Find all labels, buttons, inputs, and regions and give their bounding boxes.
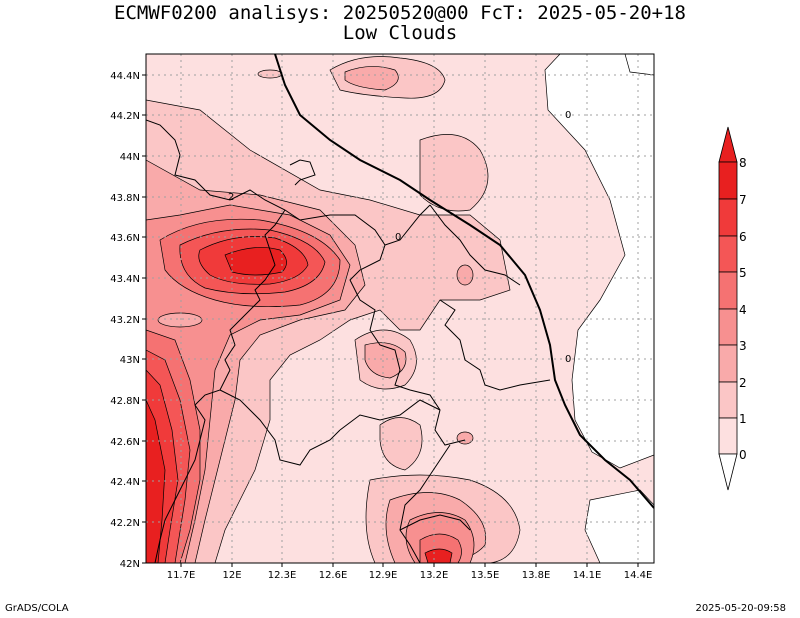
colorbar-labels: 8 7 6 5 4 3 2 1 0	[739, 156, 747, 462]
lat-label: 44.2N	[110, 111, 140, 122]
colorbar-bottom-arrow	[718, 453, 738, 491]
lat-label: 43N	[120, 355, 140, 366]
level8-west-strip	[146, 399, 166, 563]
contour-label-1: 2	[228, 192, 234, 203]
map-title: ECMWF0200 analisys: 20250520@00 FcT: 202…	[114, 2, 686, 24]
lon-label: 14.4E	[624, 570, 653, 581]
lon-label: 12.3E	[268, 570, 297, 581]
lat-label: 42.8N	[110, 396, 140, 407]
contour-label-3: 0	[565, 354, 571, 365]
colorbar-label: 5	[739, 266, 747, 280]
colorbar-label: 7	[739, 193, 747, 207]
lat-label: 43.4N	[110, 274, 140, 285]
lon-labels: 11.7E 12E 12.3E 12.6E 12.9E 13.2E 13.5E …	[167, 570, 653, 581]
colorbar-label: 4	[739, 303, 747, 317]
map-subtitle: Low Clouds	[342, 22, 458, 44]
zero-region-northeast	[624, 54, 654, 76]
colorbar-swatch-7	[718, 198, 738, 237]
footer-timestamp: 2025-05-20-09:58	[695, 603, 786, 614]
lat-label: 43.8N	[110, 193, 140, 204]
colorbar-label: 8	[739, 156, 747, 170]
level8-blob-south	[424, 548, 453, 563]
lon-label: 13.5E	[471, 570, 500, 581]
lat-label: 43.6N	[110, 233, 140, 244]
footer-software: GrADS/COLA	[5, 603, 69, 614]
zero-region-southeast	[584, 489, 654, 563]
colorbar-swatch-3	[718, 344, 738, 383]
lon-label: 12.9E	[369, 570, 398, 581]
lon-label: 14.1E	[573, 570, 602, 581]
contour-label-2: 0	[565, 110, 571, 121]
lat-label: 43.2N	[110, 315, 140, 326]
lat-labels: 44.4N 44.2N 44N 43.8N 43.6N 43.4N 43.2N …	[110, 71, 140, 570]
level3-ellipse-2	[456, 264, 474, 286]
lat-label: 42.4N	[110, 477, 140, 488]
plot-frame	[145, 53, 655, 564]
lat-label: 44.4N	[110, 71, 140, 82]
level3-blob-north	[344, 66, 399, 91]
level3-ellipse	[456, 431, 474, 445]
zero-region-east	[544, 54, 654, 469]
colorbar	[718, 126, 738, 491]
level2-blob-northeast	[419, 134, 489, 212]
level2-blob-southcenter	[379, 417, 423, 471]
colorbar-swatch-2	[718, 381, 738, 419]
lon-label: 12.6E	[319, 570, 348, 581]
lon-label: 12E	[222, 570, 241, 581]
lat-label: 42.6N	[110, 437, 140, 448]
coastline	[274, 54, 654, 509]
contour-label-4: 0	[395, 232, 401, 243]
level2-ellipse	[257, 69, 283, 79]
plot-area: 2 0 0 0	[146, 54, 654, 563]
lat-axis	[142, 74, 146, 564]
lat-label: 44N	[120, 152, 140, 163]
colorbar-swatch-6	[718, 235, 738, 273]
colorbar-swatch-8	[718, 161, 738, 200]
colorbar-label: 6	[739, 230, 747, 244]
colorbar-swatch-1	[718, 417, 738, 455]
colorbar-top-arrow	[718, 126, 738, 163]
grid-lines	[146, 54, 654, 563]
lon-label: 11.7E	[167, 570, 196, 581]
level4-ellipse	[157, 312, 203, 328]
level8-region	[224, 247, 287, 276]
lat-label: 42N	[120, 559, 140, 570]
colorbar-label: 3	[739, 339, 747, 353]
colorbar-label: 0	[739, 448, 747, 462]
colorbar-label: 2	[739, 376, 747, 390]
lon-label: 13.2E	[420, 570, 449, 581]
lat-label: 42.2N	[110, 518, 140, 529]
lon-label: 13.8E	[522, 570, 551, 581]
lon-axis	[180, 563, 639, 567]
colorbar-swatch-4	[718, 308, 738, 346]
colorbar-label: 1	[739, 412, 747, 426]
regional-borders	[146, 119, 551, 563]
colorbar-swatch-5	[718, 271, 738, 310]
